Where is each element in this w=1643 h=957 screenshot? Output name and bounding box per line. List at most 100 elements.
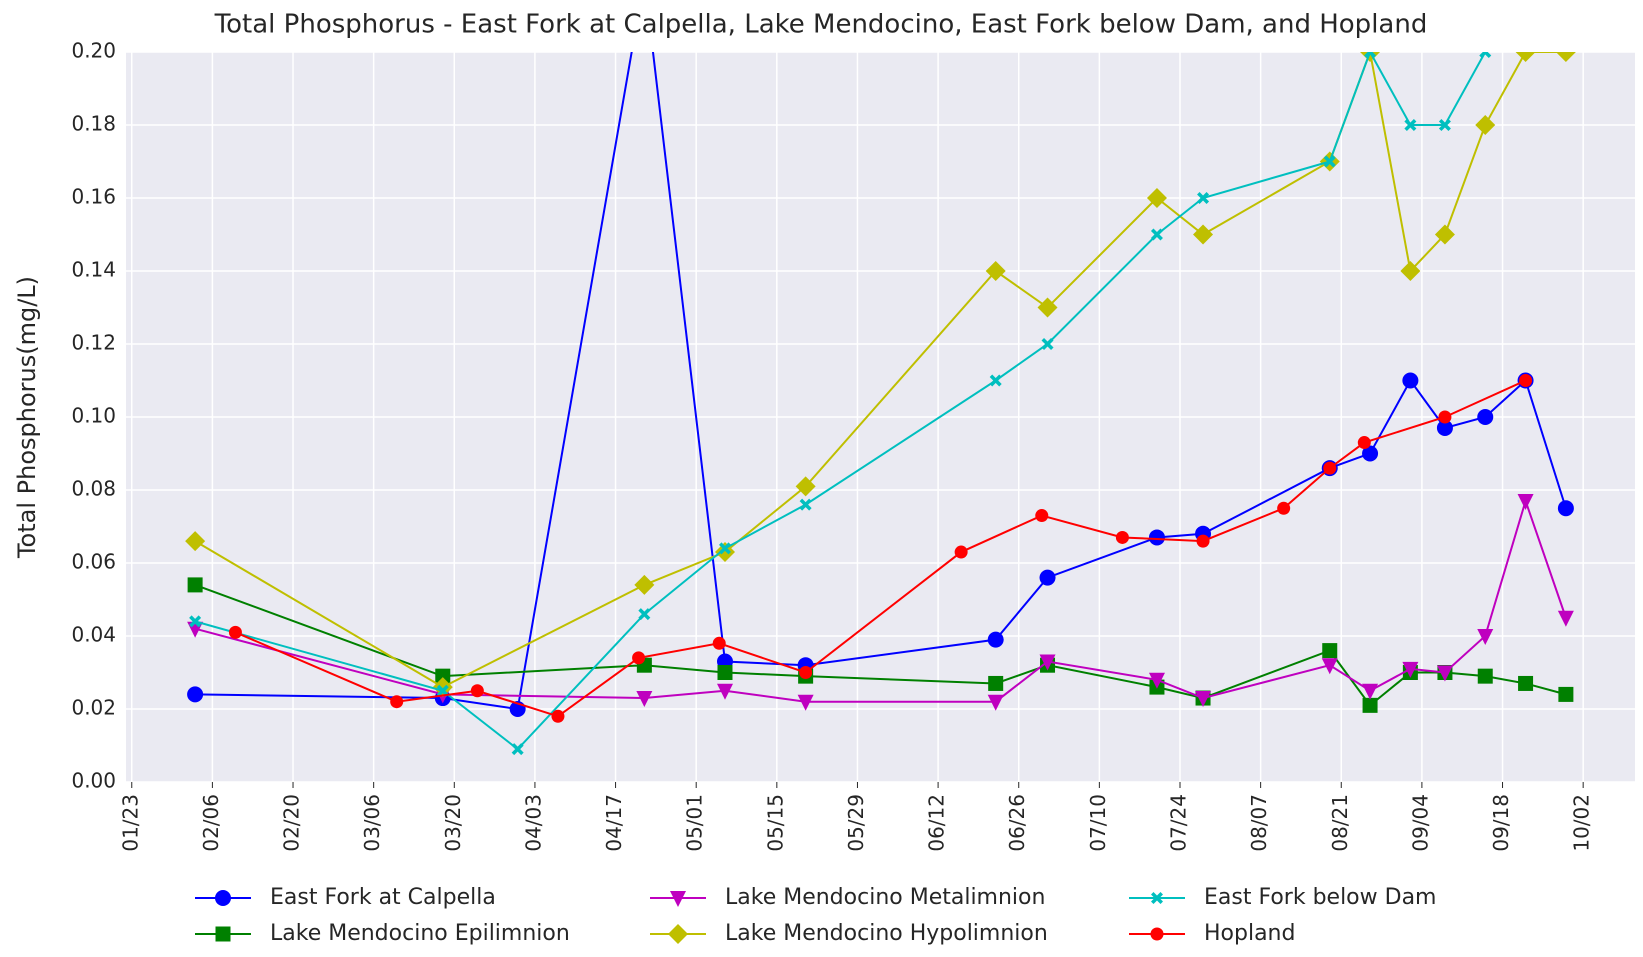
marker [799, 498, 812, 511]
marker [1477, 409, 1494, 425]
x-tick-label: 09/18 [1489, 794, 1513, 852]
marker [228, 625, 242, 639]
x-tick-label: 06/12 [925, 794, 949, 852]
y-tick-label: 0.04 [71, 623, 116, 647]
marker [989, 374, 1002, 387]
legend-label: Hopland [1204, 921, 1295, 946]
marker [1517, 493, 1534, 510]
marker [1475, 115, 1496, 135]
legend-marker [215, 926, 231, 942]
marker [1400, 261, 1421, 281]
legend-label: Lake Mendocino Epilimnion [270, 921, 570, 946]
marker [1146, 188, 1167, 208]
marker [1515, 52, 1536, 62]
marker [632, 651, 646, 665]
y-tick-label: 0.10 [71, 404, 116, 428]
marker [1402, 661, 1419, 678]
marker [1477, 668, 1493, 684]
marker [1323, 155, 1336, 168]
marker [1438, 410, 1452, 424]
legend-marker [215, 890, 231, 906]
marker [1555, 52, 1576, 62]
marker [435, 668, 451, 684]
marker [714, 542, 735, 563]
marker [988, 675, 1004, 691]
legend-label: East Fork below Dam [1204, 885, 1436, 910]
marker [1323, 461, 1337, 475]
x-tick-label: 04/17 [602, 794, 626, 852]
marker [1362, 445, 1379, 462]
y-tick-label: 0.08 [71, 477, 116, 501]
marker [1277, 501, 1291, 515]
marker [1404, 119, 1417, 131]
marker [1322, 643, 1338, 659]
marker [1197, 192, 1210, 204]
marker [436, 684, 449, 697]
y-tick-label: 0.12 [71, 331, 116, 355]
marker [718, 542, 731, 555]
series-line [194, 497, 1567, 703]
marker [954, 545, 968, 559]
x-tick-label: 07/10 [1086, 794, 1110, 852]
x-tick-label: 05/01 [683, 794, 707, 852]
x-tick-label: 09/04 [1408, 794, 1432, 852]
marker [1364, 52, 1377, 58]
y-axis-label: Total Phosphorus(mg/L) [13, 276, 41, 559]
marker [634, 574, 655, 595]
x-tick-label: 07/24 [1166, 794, 1190, 852]
y-tick-label: 0.14 [71, 258, 116, 282]
marker [551, 709, 565, 723]
legend-label: Lake Mendocino Hypolimnion [725, 921, 1048, 946]
ticks: 0.00 0.02 0.04 0.06 0.08 0.10 0.12 0.14 0.16 0.18… [71, 39, 1593, 852]
marker [1148, 672, 1165, 689]
x-tick-label: 03/06 [360, 794, 384, 852]
marker [1436, 419, 1453, 436]
marker [511, 743, 524, 756]
series-line [235, 379, 1526, 718]
legend-marker [1150, 927, 1164, 941]
x-tick-label: 05/15 [763, 794, 787, 852]
x-tick-label: 08/21 [1328, 794, 1352, 852]
x-tick-label: 03/20 [441, 794, 465, 852]
chart-title: Total Phosphorus - East Fork at Calpella… [214, 10, 1428, 40]
marker [1434, 224, 1455, 245]
marker [799, 666, 813, 679]
marker [1148, 529, 1165, 546]
legend-marker [670, 891, 686, 907]
marker [187, 686, 204, 703]
marker [1039, 654, 1056, 671]
plot [185, 52, 1576, 756]
y-tick-label: 0.06 [71, 550, 116, 574]
legend-label: Lake Mendocino Metalimnion [725, 885, 1045, 910]
marker [1193, 224, 1214, 245]
marker [390, 695, 404, 709]
marker [1402, 372, 1419, 389]
marker [1196, 534, 1210, 548]
y-tick-label: 0.20 [71, 39, 116, 63]
marker [985, 261, 1006, 281]
marker [1436, 665, 1453, 682]
legend-marker [668, 924, 688, 944]
marker [1362, 683, 1379, 700]
x-tick-label: 01/23 [118, 794, 142, 852]
marker [795, 476, 816, 497]
marker [1519, 374, 1533, 387]
y-tick-label: 0.16 [71, 185, 116, 209]
legend-label: East Fork at Calpella [270, 885, 496, 910]
x-tick-label: 02/20 [280, 794, 304, 852]
marker [189, 615, 202, 628]
marker [1557, 610, 1574, 627]
marker [638, 608, 651, 621]
y-tick-label: 0.00 [71, 769, 116, 793]
marker [432, 677, 453, 698]
marker [1362, 697, 1378, 713]
y-tick-label: 0.02 [71, 696, 116, 720]
marker [1041, 338, 1054, 350]
x-tick-label: 04/03 [521, 794, 545, 852]
marker [185, 531, 206, 552]
marker [987, 694, 1004, 711]
marker [1557, 500, 1574, 517]
marker [1115, 530, 1129, 544]
marker [636, 691, 653, 708]
